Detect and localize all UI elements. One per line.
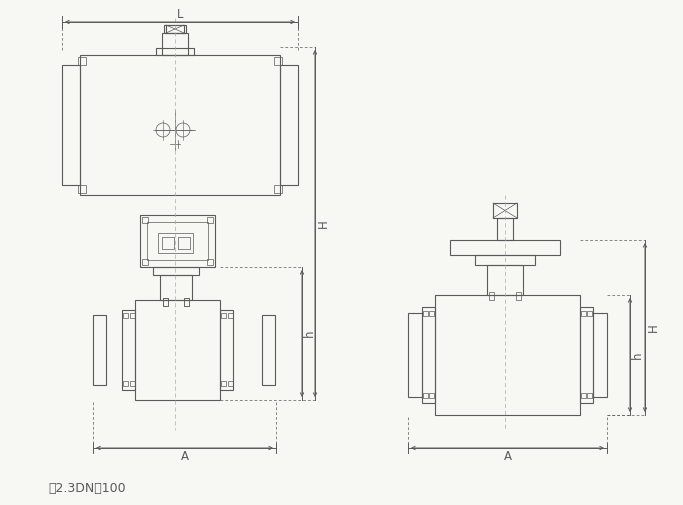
Bar <box>429 393 434 398</box>
Bar <box>221 381 226 386</box>
Bar <box>587 393 592 398</box>
Bar <box>207 259 213 265</box>
Bar <box>123 381 128 386</box>
Bar <box>122 310 135 390</box>
Bar <box>142 259 148 265</box>
Bar <box>178 237 190 249</box>
Bar <box>163 298 168 306</box>
Bar <box>80 55 280 195</box>
Bar <box>422 307 435 403</box>
Bar <box>147 222 208 260</box>
Bar <box>493 203 517 218</box>
Bar <box>423 393 428 398</box>
Bar <box>160 275 192 300</box>
Text: H: H <box>316 219 329 228</box>
Bar <box>184 298 189 306</box>
Bar <box>587 311 592 316</box>
Bar <box>475 255 535 265</box>
Bar <box>93 315 106 385</box>
Bar <box>163 298 168 306</box>
Bar <box>184 298 189 306</box>
Bar <box>435 295 580 415</box>
Bar <box>78 57 86 65</box>
Bar <box>142 217 148 223</box>
Bar <box>516 292 521 300</box>
Bar <box>130 381 135 386</box>
Text: h: h <box>630 351 643 359</box>
Text: A: A <box>503 450 512 464</box>
Bar <box>153 267 199 275</box>
Bar <box>593 313 607 397</box>
Bar <box>130 313 135 318</box>
Bar <box>280 65 298 185</box>
Text: A: A <box>180 450 189 464</box>
Bar <box>497 218 513 240</box>
Bar <box>156 48 194 55</box>
Text: 图2.3DN＞100: 图2.3DN＞100 <box>48 481 126 494</box>
Bar <box>135 300 220 400</box>
Bar <box>489 292 494 300</box>
Bar <box>274 57 282 65</box>
Bar <box>228 381 233 386</box>
Bar <box>581 393 586 398</box>
Bar <box>228 313 233 318</box>
Bar <box>487 265 523 295</box>
Bar <box>207 217 213 223</box>
Text: h: h <box>303 330 316 337</box>
Bar <box>408 313 422 397</box>
Text: L: L <box>177 9 183 22</box>
Bar <box>450 240 560 255</box>
Bar <box>123 313 128 318</box>
Bar <box>581 311 586 316</box>
Bar <box>164 25 186 33</box>
Bar <box>429 311 434 316</box>
Bar <box>423 311 428 316</box>
Bar <box>78 185 86 193</box>
Bar <box>158 233 193 253</box>
Bar <box>220 310 233 390</box>
Bar <box>262 315 275 385</box>
Bar <box>140 215 215 267</box>
Bar <box>274 185 282 193</box>
Bar <box>62 65 80 185</box>
Bar <box>162 33 188 55</box>
Bar <box>580 307 593 403</box>
Bar <box>162 237 174 249</box>
Bar <box>221 313 226 318</box>
Text: H: H <box>647 323 660 332</box>
Bar <box>166 25 184 33</box>
